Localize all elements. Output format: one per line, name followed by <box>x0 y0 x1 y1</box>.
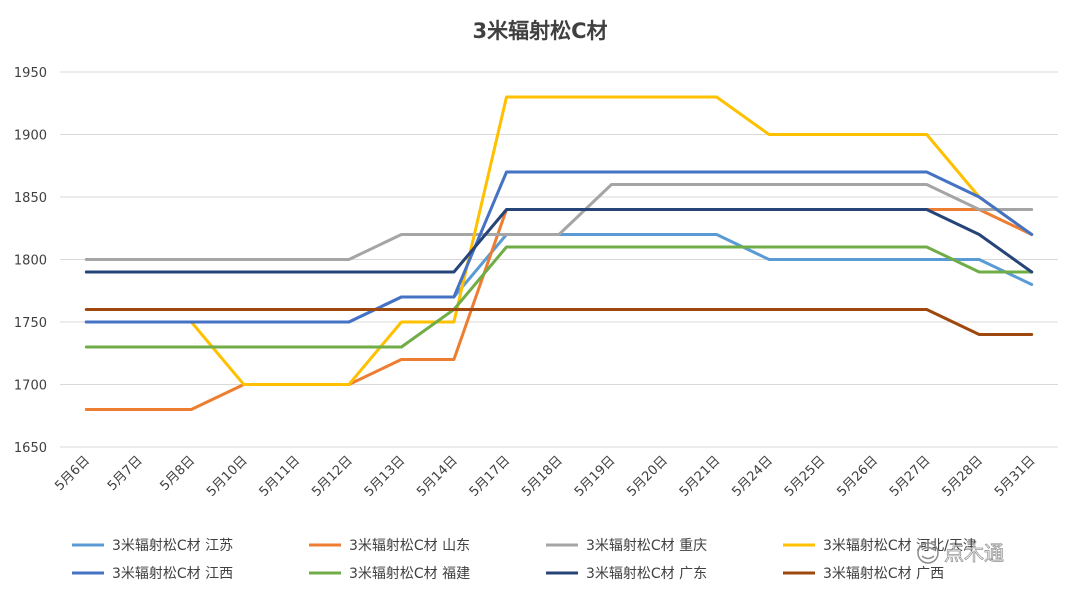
legend-item: 3米辐射松C材 江苏 <box>72 538 233 554</box>
x-axis-ticks: 5月6日 5月7日 5月8日 5月10日 5月11日 5月12日 5月13日 5月14日 5月1… <box>52 453 1038 500</box>
watermark-logo-icon <box>917 542 939 564</box>
series-line-5 <box>84 245 1034 349</box>
x-tick-label: 5月21日 <box>677 453 724 500</box>
legend-label: 3米辐射松C材 江苏 <box>112 538 233 554</box>
series-line-2 <box>84 183 1034 261</box>
y-tick-label: 1900 <box>14 129 47 144</box>
x-tick-label: 5月28日 <box>939 453 986 500</box>
x-tick-label: 5月10日 <box>204 453 251 500</box>
y-tick-label: 1800 <box>14 254 47 269</box>
legend-label: 3米辐射松C材 福建 <box>349 566 470 582</box>
series-line-3 <box>84 95 1034 386</box>
x-tick-label: 5月27日 <box>887 453 934 500</box>
x-tick-label: 5月13日 <box>362 453 409 500</box>
legend-item: 3米辐射松C材 福建 <box>309 566 470 582</box>
legend-label: 3米辐射松C材 河北/天津 <box>823 538 977 554</box>
series-lines <box>84 95 1034 411</box>
x-tick-label: 5月12日 <box>309 453 356 500</box>
chart-title: 3米辐射松C材 <box>472 19 607 43</box>
y-tick-label: 1700 <box>14 379 47 394</box>
x-tick-label: 5月20日 <box>624 453 671 500</box>
x-tick-label: 5月25日 <box>782 453 829 500</box>
legend-item: 3米辐射松C材 江西 <box>72 566 233 582</box>
x-tick-label: 5月7日 <box>105 453 146 494</box>
y-tick-label: 1950 <box>14 66 47 81</box>
legend-item: 3米辐射松C材 广东 <box>546 566 707 582</box>
x-tick-label: 5月26日 <box>834 453 881 500</box>
x-tick-label: 5月19日 <box>572 453 619 500</box>
y-tick-label: 1650 <box>14 441 47 456</box>
watermark: 点木通 <box>917 541 1004 565</box>
x-tick-label: 5月11日 <box>257 453 304 500</box>
y-tick-label: 1850 <box>14 191 47 206</box>
legend-label: 3米辐射松C材 广西 <box>823 566 944 582</box>
watermark-text: 点木通 <box>944 541 1004 565</box>
legend-item: 3米辐射松C材 重庆 <box>546 538 707 554</box>
legend-item: 3米辐射松C材 山东 <box>309 538 470 554</box>
watermark-logo-mark <box>921 546 935 560</box>
x-tick-label: 5月6日 <box>52 453 93 494</box>
legend-label: 3米辐射松C材 山东 <box>349 538 470 554</box>
legend-item: 3米辐射松C材 广西 <box>783 566 944 582</box>
x-tick-label: 5月31日 <box>992 453 1039 500</box>
x-tick-label: 5月8日 <box>157 453 198 494</box>
legend: 3米辐射松C材 江苏 3米辐射松C材 山东 3米辐射松C材 重庆 3米辐射松C材 河北… <box>72 538 977 582</box>
x-tick-label: 5月14日 <box>414 453 461 500</box>
series-line-4 <box>84 170 1034 324</box>
y-axis-ticks: 1650 1700 1750 1800 1850 1900 1950 <box>14 66 47 456</box>
x-tick-label: 5月18日 <box>519 453 566 500</box>
series-line-6 <box>84 208 1034 274</box>
legend-item: 3米辐射松C材 河北/天津 <box>783 538 977 554</box>
legend-label: 3米辐射松C材 重庆 <box>586 538 707 554</box>
x-tick-label: 5月24日 <box>729 453 776 500</box>
legend-label: 3米辐射松C材 江西 <box>112 566 233 582</box>
series-line-7 <box>84 308 1034 336</box>
x-tick-label: 5月17日 <box>467 453 514 500</box>
y-tick-label: 1750 <box>14 316 47 331</box>
legend-label: 3米辐射松C材 广东 <box>586 566 707 582</box>
